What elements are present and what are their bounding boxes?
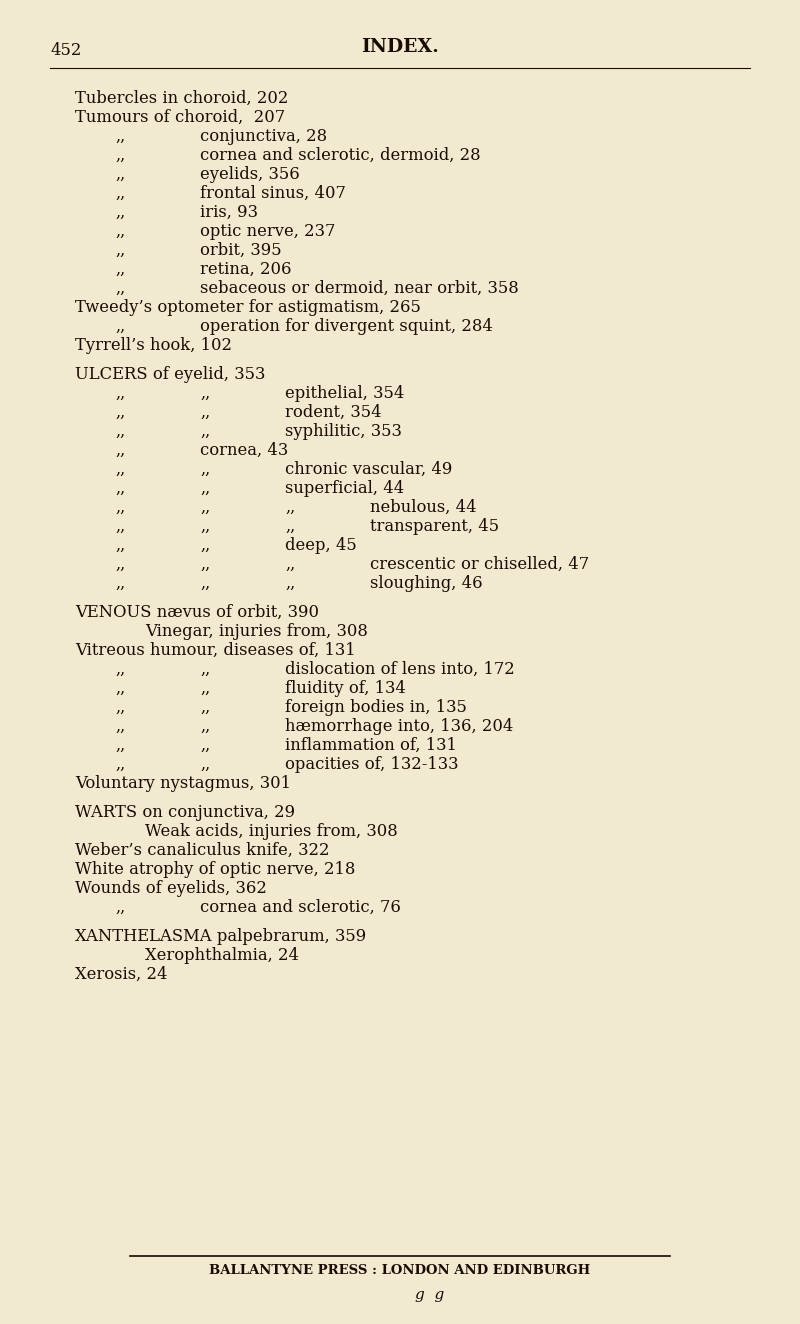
Text: ,,: ,, (115, 318, 126, 335)
Text: ,,: ,, (115, 404, 126, 421)
Text: ,,: ,, (115, 385, 126, 402)
Text: fluidity of, 134: fluidity of, 134 (285, 681, 406, 696)
Text: ,,: ,, (115, 261, 126, 278)
Text: ,,: ,, (200, 481, 210, 496)
Text: operation for divergent squint, 284: operation for divergent squint, 284 (200, 318, 493, 335)
Text: ,,: ,, (200, 556, 210, 573)
Text: crescentic or chiselled, 47: crescentic or chiselled, 47 (370, 556, 589, 573)
Text: g  g: g g (415, 1288, 445, 1301)
Text: ,,: ,, (115, 185, 126, 203)
Text: cornea and sclerotic, 76: cornea and sclerotic, 76 (200, 899, 401, 916)
Text: Wounds of eyelids, 362: Wounds of eyelids, 362 (75, 880, 267, 896)
Text: Tweedy’s optometer for astigmatism, 265: Tweedy’s optometer for astigmatism, 265 (75, 299, 421, 316)
Text: conjunctiva, 28: conjunctiva, 28 (200, 128, 327, 146)
Text: ,,: ,, (200, 737, 210, 753)
Text: ,,: ,, (115, 222, 126, 240)
Text: Voluntary nystagmus, 301: Voluntary nystagmus, 301 (75, 775, 291, 792)
Text: superficial, 44: superficial, 44 (285, 481, 404, 496)
Text: sebaceous or dermoid, near orbit, 358: sebaceous or dermoid, near orbit, 358 (200, 279, 518, 297)
Text: ,,: ,, (115, 422, 126, 440)
Text: ,,: ,, (115, 756, 126, 773)
Text: ,,: ,, (115, 481, 126, 496)
Text: ,,: ,, (115, 242, 126, 260)
Text: sloughing, 46: sloughing, 46 (370, 575, 482, 592)
Text: ,,: ,, (115, 575, 126, 592)
Text: optic nerve, 237: optic nerve, 237 (200, 222, 335, 240)
Text: ,,: ,, (200, 661, 210, 678)
Text: ,,: ,, (115, 737, 126, 753)
Text: frontal sinus, 407: frontal sinus, 407 (200, 185, 346, 203)
Text: ,,: ,, (200, 538, 210, 553)
Text: XANTHELASMA palpebrarum, 359: XANTHELASMA palpebrarum, 359 (75, 928, 366, 945)
Text: WARTS on conjunctiva, 29: WARTS on conjunctiva, 29 (75, 804, 295, 821)
Text: cornea and sclerotic, dermoid, 28: cornea and sclerotic, dermoid, 28 (200, 147, 481, 164)
Text: inflammation of, 131: inflammation of, 131 (285, 737, 457, 753)
Text: orbit, 395: orbit, 395 (200, 242, 282, 260)
Text: retina, 206: retina, 206 (200, 261, 291, 278)
Text: Tubercles in choroid, 202: Tubercles in choroid, 202 (75, 90, 288, 107)
Text: ULCERS of eyelid, 353: ULCERS of eyelid, 353 (75, 365, 266, 383)
Text: ,,: ,, (115, 279, 126, 297)
Text: foreign bodies in, 135: foreign bodies in, 135 (285, 699, 467, 716)
Text: BALLANTYNE PRESS : LONDON AND EDINBURGH: BALLANTYNE PRESS : LONDON AND EDINBURGH (210, 1264, 590, 1278)
Text: ,,: ,, (115, 661, 126, 678)
Text: chronic vascular, 49: chronic vascular, 49 (285, 461, 452, 478)
Text: hæmorrhage into, 136, 204: hæmorrhage into, 136, 204 (285, 718, 514, 735)
Text: ,,: ,, (200, 461, 210, 478)
Text: ,,: ,, (285, 499, 295, 516)
Text: ,,: ,, (115, 681, 126, 696)
Text: ,,: ,, (115, 699, 126, 716)
Text: dislocation of lens into, 172: dislocation of lens into, 172 (285, 661, 514, 678)
Text: Vitreous humour, diseases of, 131: Vitreous humour, diseases of, 131 (75, 642, 356, 659)
Text: transparent, 45: transparent, 45 (370, 518, 499, 535)
Text: ,,: ,, (115, 718, 126, 735)
Text: INDEX.: INDEX. (361, 38, 439, 56)
Text: Vinegar, injuries from, 308: Vinegar, injuries from, 308 (145, 624, 368, 639)
Text: ,,: ,, (115, 204, 126, 221)
Text: ,,: ,, (115, 461, 126, 478)
Text: epithelial, 354: epithelial, 354 (285, 385, 404, 402)
Text: syphilitic, 353: syphilitic, 353 (285, 422, 402, 440)
Text: ,,: ,, (200, 756, 210, 773)
Text: ,,: ,, (200, 699, 210, 716)
Text: eyelids, 356: eyelids, 356 (200, 166, 300, 183)
Text: ,,: ,, (285, 518, 295, 535)
Text: opacities of, 132-133: opacities of, 132-133 (285, 756, 458, 773)
Text: ,,: ,, (115, 499, 126, 516)
Text: ,,: ,, (115, 538, 126, 553)
Text: Xerophthalmia, 24: Xerophthalmia, 24 (145, 947, 299, 964)
Text: ,,: ,, (115, 518, 126, 535)
Text: Weak acids, injuries from, 308: Weak acids, injuries from, 308 (145, 824, 398, 839)
Text: ,,: ,, (200, 422, 210, 440)
Text: ,,: ,, (200, 718, 210, 735)
Text: ,,: ,, (200, 404, 210, 421)
Text: Weber’s canaliculus knife, 322: Weber’s canaliculus knife, 322 (75, 842, 330, 859)
Text: Tyrrell’s hook, 102: Tyrrell’s hook, 102 (75, 338, 232, 354)
Text: ,,: ,, (115, 147, 126, 164)
Text: ,,: ,, (115, 556, 126, 573)
Text: 452: 452 (50, 42, 82, 60)
Text: ,,: ,, (285, 556, 295, 573)
Text: nebulous, 44: nebulous, 44 (370, 499, 477, 516)
Text: ,,: ,, (115, 442, 126, 459)
Text: deep, 45: deep, 45 (285, 538, 357, 553)
Text: ,,: ,, (200, 499, 210, 516)
Text: iris, 93: iris, 93 (200, 204, 258, 221)
Text: White atrophy of optic nerve, 218: White atrophy of optic nerve, 218 (75, 861, 355, 878)
Text: Xerosis, 24: Xerosis, 24 (75, 967, 167, 982)
Text: ,,: ,, (115, 166, 126, 183)
Text: ,,: ,, (200, 575, 210, 592)
Text: VENOUS nævus of orbit, 390: VENOUS nævus of orbit, 390 (75, 604, 319, 621)
Text: Tumours of choroid,  207: Tumours of choroid, 207 (75, 109, 285, 126)
Text: ,,: ,, (200, 681, 210, 696)
Text: ,,: ,, (115, 128, 126, 146)
Text: ,,: ,, (200, 518, 210, 535)
Text: cornea, 43: cornea, 43 (200, 442, 288, 459)
Text: rodent, 354: rodent, 354 (285, 404, 382, 421)
Text: ,,: ,, (115, 899, 126, 916)
Text: ,,: ,, (285, 575, 295, 592)
Text: ,,: ,, (200, 385, 210, 402)
